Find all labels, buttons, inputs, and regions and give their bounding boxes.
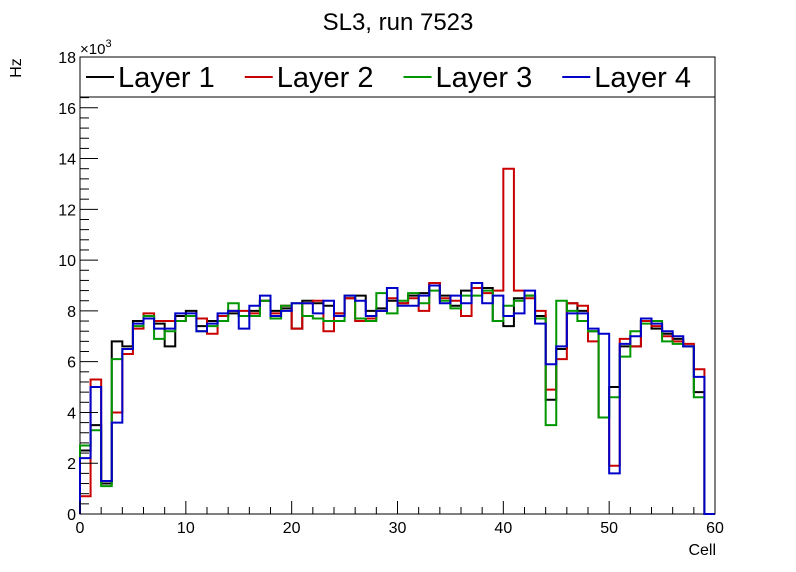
chart-title: SL3, run 7523 — [323, 9, 474, 36]
x-tick-label: 50 — [600, 520, 618, 537]
x-tick-label: 20 — [283, 520, 301, 537]
y-multiplier-base: ×10 — [80, 41, 105, 58]
y-tick-label: 14 — [58, 152, 76, 169]
y-tick-label: 12 — [58, 202, 76, 219]
y-multiplier-exponent: 3 — [105, 38, 111, 50]
y-tick-label: 2 — [67, 456, 76, 473]
y-tick-label: 6 — [67, 355, 76, 372]
histogram-series-group — [79, 167, 715, 515]
y-tick-label: 4 — [67, 405, 76, 422]
y-tick-label: 18 — [58, 50, 76, 67]
x-tick-label: 0 — [76, 520, 85, 537]
x-tick-label: 40 — [494, 520, 512, 537]
series-line-layer-4 — [79, 281, 715, 515]
y-axis-label: Hz — [8, 58, 25, 78]
legend: Layer 1 Layer 2 Layer 3 Layer 4 — [79, 56, 716, 98]
axes: 0 10 20 30 40 50 60 0 2 4 6 8 10 12 14 16 18 — [58, 50, 724, 537]
y-tick-label: 8 — [67, 304, 76, 321]
x-tick-label: 30 — [389, 520, 407, 537]
y-tick-label: 16 — [58, 101, 76, 118]
y-tick-label: 0 — [67, 507, 76, 524]
legend-label-layer-3: Layer 3 — [436, 62, 533, 94]
x-tick-label: 60 — [706, 520, 724, 537]
y-multiplier: ×103 — [80, 38, 112, 58]
legend-label-layer-1: Layer 1 — [118, 62, 215, 94]
legend-label-layer-4: Layer 4 — [594, 62, 691, 94]
legend-box — [79, 56, 716, 98]
y-tick-label: 10 — [58, 253, 76, 270]
legend-label-layer-2: Layer 2 — [277, 62, 374, 94]
x-tick-label: 10 — [177, 520, 195, 537]
x-axis-label: Cell — [688, 542, 716, 559]
